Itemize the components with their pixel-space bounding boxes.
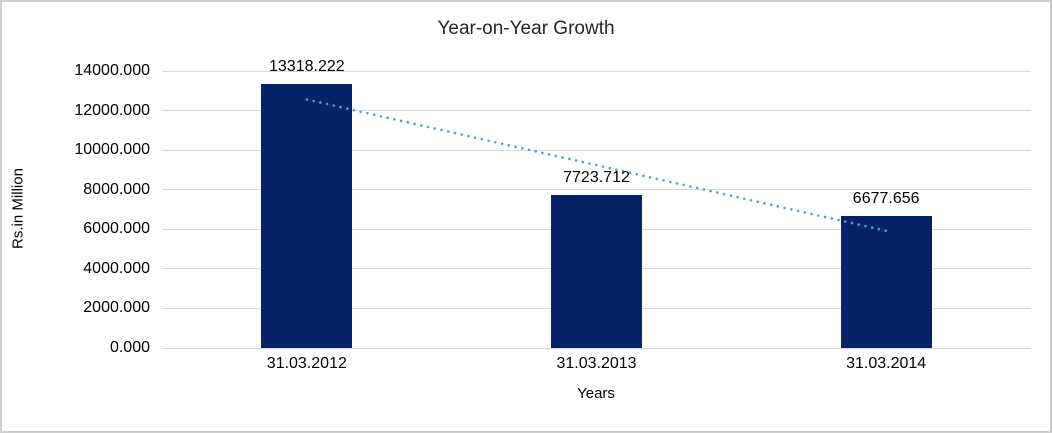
y-tick-label: 2000.000 (83, 299, 150, 317)
y-tick-label: 4000.000 (83, 259, 150, 277)
y-tick-label: 0.000 (109, 339, 150, 356)
bar-value-label: 6677.656 (852, 189, 920, 207)
y-tick-label: 8000.000 (83, 180, 150, 198)
x-tick-label: 31.03.2012 (266, 355, 347, 372)
x-tick-label: 31.03.2014 (846, 355, 927, 372)
x-axis-title: Years (577, 385, 615, 402)
gridline (162, 347, 1031, 349)
bar-value-label: 13318.222 (269, 58, 345, 76)
y-axis-title: Rs.in Million (9, 168, 27, 249)
gridline (162, 70, 1031, 72)
bar (261, 84, 353, 348)
bar (840, 215, 932, 348)
chart-title: Year-on-Year Growth (437, 18, 615, 39)
bar-value-label: 7723.712 (563, 169, 630, 187)
x-tick-label: 31.03.2013 (556, 355, 637, 372)
y-tick-label: 10000.000 (74, 141, 150, 159)
y-tick-label: 14000.000 (74, 62, 150, 79)
bar (551, 195, 642, 348)
y-tick-label: 12000.000 (74, 101, 150, 119)
y-tick-label: 6000.000 (83, 220, 150, 238)
